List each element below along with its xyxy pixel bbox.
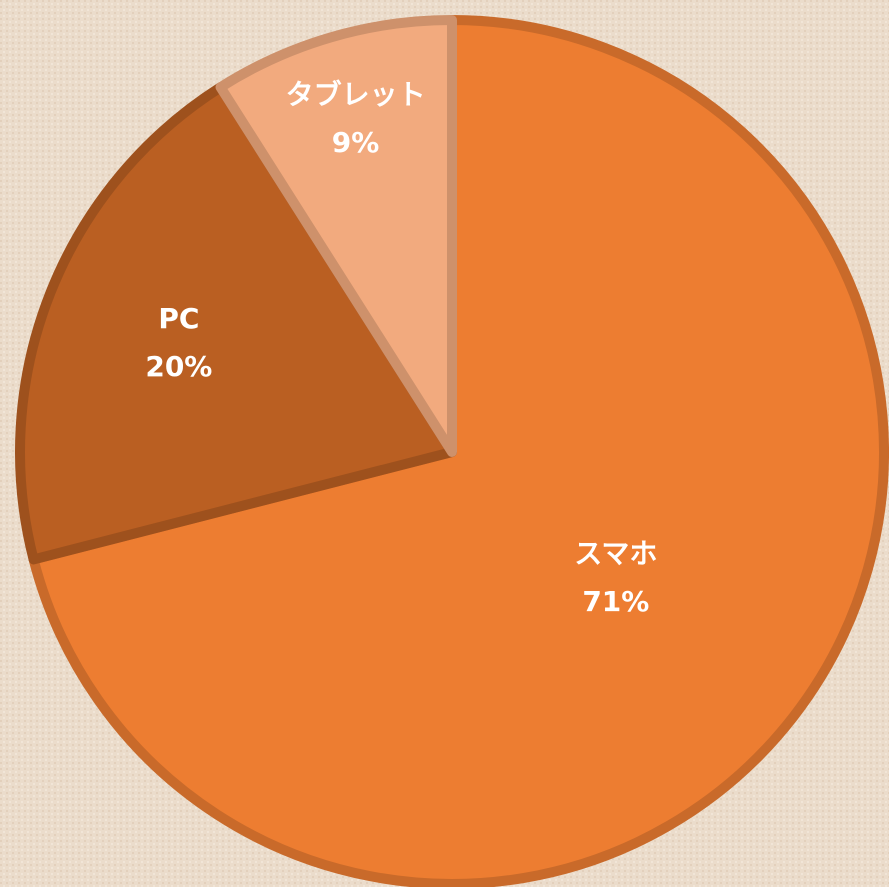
slice-label: スマホ [574, 537, 657, 570]
slice-label: PC [158, 302, 199, 335]
pie-slice [215, 15, 457, 457]
pie-slice [28, 15, 889, 887]
value-label: 9% [332, 126, 380, 159]
pie-slice [15, 82, 457, 565]
value-label: 71% [582, 585, 649, 618]
slice-label: タブレット [286, 78, 426, 111]
value-label: 20% [145, 350, 212, 383]
